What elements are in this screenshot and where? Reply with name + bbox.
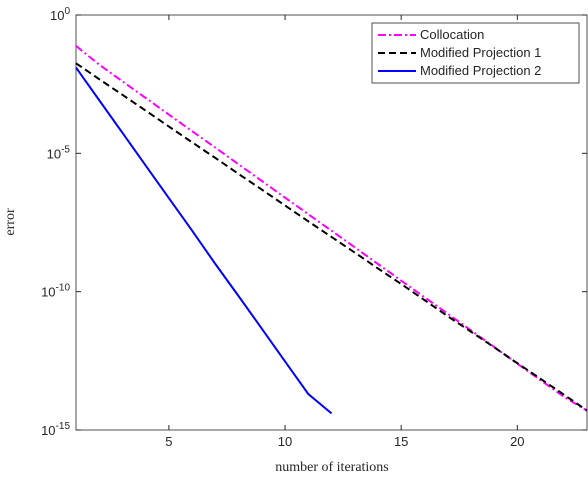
x-axis-label: number of iterations	[275, 460, 389, 475]
legend-label: Modified Projection 2	[420, 63, 541, 78]
x-tick-label: 5	[165, 434, 172, 449]
series-line	[75, 62, 588, 412]
x-tick-label: 10	[278, 434, 292, 449]
x-tick-label: 15	[394, 434, 408, 449]
y-tick-label: 10-15	[41, 421, 70, 438]
legend-box	[371, 22, 580, 84]
series-line	[75, 45, 588, 412]
y-tick-label: 10-10	[41, 283, 70, 300]
y-axis-label: error	[3, 208, 18, 236]
y-tick-label: 10-5	[47, 144, 71, 161]
plot-frame	[75, 14, 588, 431]
series-line	[75, 66, 333, 415]
legend-label: Collocation	[420, 27, 484, 42]
x-tick-label: 20	[510, 434, 524, 449]
y-tick-label: 100	[50, 6, 70, 23]
legend-label: Modified Projection 1	[420, 45, 541, 60]
